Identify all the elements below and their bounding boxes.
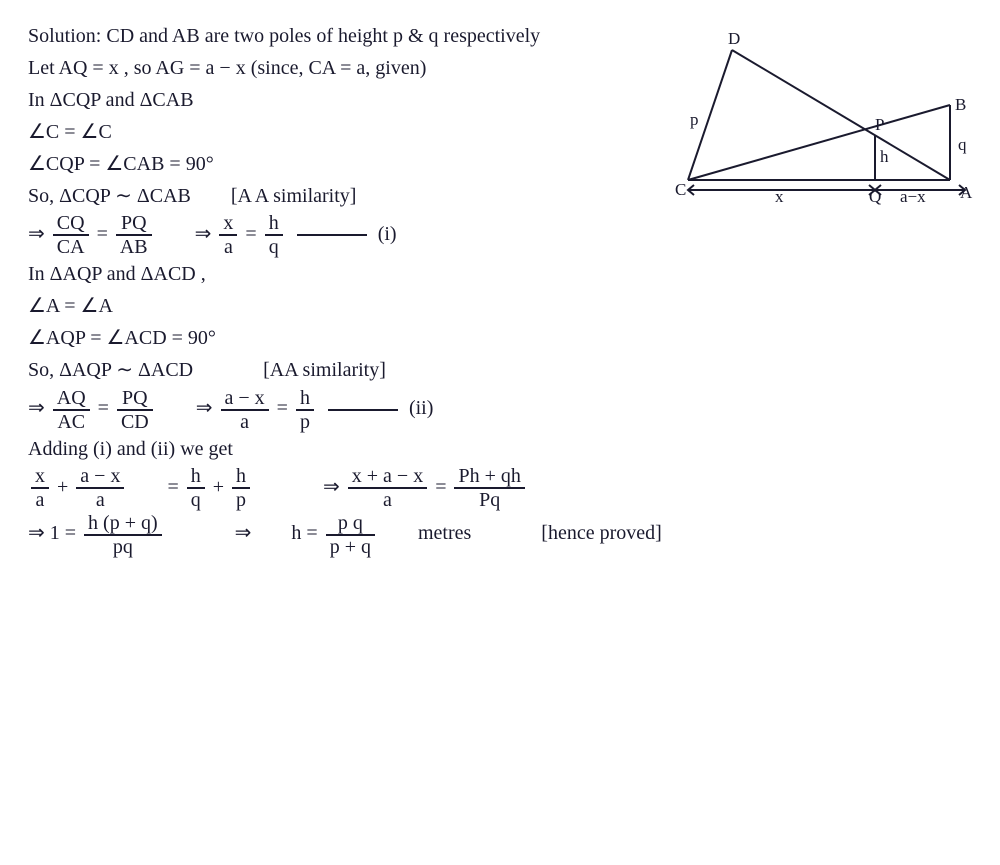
line-10: ∠AQP = ∠ACD = 90° (28, 322, 668, 354)
label-Q: Q (869, 187, 881, 206)
line-12: ⇒ AQAC = PQCD ⇒ a − xa = hp (ii) (28, 386, 668, 432)
line-4: ∠C = ∠C (28, 116, 668, 148)
line-14: xa + a − xa = hq + hp ⇒ x + a − xa = Ph … (28, 465, 948, 511)
geometry-diagram: D B C A P Q p q h x a−x (670, 30, 980, 215)
label-D: D (728, 30, 740, 48)
label-p: p (690, 110, 699, 129)
line-15: ⇒ 1 = h (p + q)pq ⇒ h = p qp + q metres … (28, 511, 948, 557)
line-13: Adding (i) and (ii) we get (28, 433, 668, 465)
label-B: B (955, 95, 966, 114)
line-11: So, ΔAQP ∼ ΔACD [AA similarity] (28, 354, 668, 386)
label-C: C (675, 180, 686, 199)
label-h: h (880, 147, 889, 166)
label-q: q (958, 135, 967, 154)
line-1: Solution: CD and AB are two poles of hei… (28, 20, 668, 52)
label-x: x (775, 187, 784, 206)
line-8: In ΔAQP and ΔACD , (28, 258, 668, 290)
line-9: ∠A = ∠A (28, 290, 668, 322)
line-3: In ΔCQP and ΔCAB (28, 84, 668, 116)
label-ax: a−x (900, 187, 926, 206)
line-7: ⇒ CQCA = PQAB ⇒ xa = hq (i) (28, 212, 668, 258)
label-A: A (960, 183, 973, 202)
line-5: ∠CQP = ∠CAB = 90° (28, 148, 668, 180)
arrow-icon: ⇒ (28, 223, 45, 245)
l6a: So, ΔCQP ∼ ΔCAB (28, 185, 191, 207)
label-P: P (875, 115, 884, 134)
solution-body: Solution: CD and AB are two poles of hei… (28, 20, 668, 558)
l6b: [A A similarity] (231, 185, 357, 207)
line-6: So, ΔCQP ∼ ΔCAB [A A similarity] (28, 180, 668, 212)
line-2: Let AQ = x , so AG = a − x (since, CA = … (28, 52, 668, 84)
